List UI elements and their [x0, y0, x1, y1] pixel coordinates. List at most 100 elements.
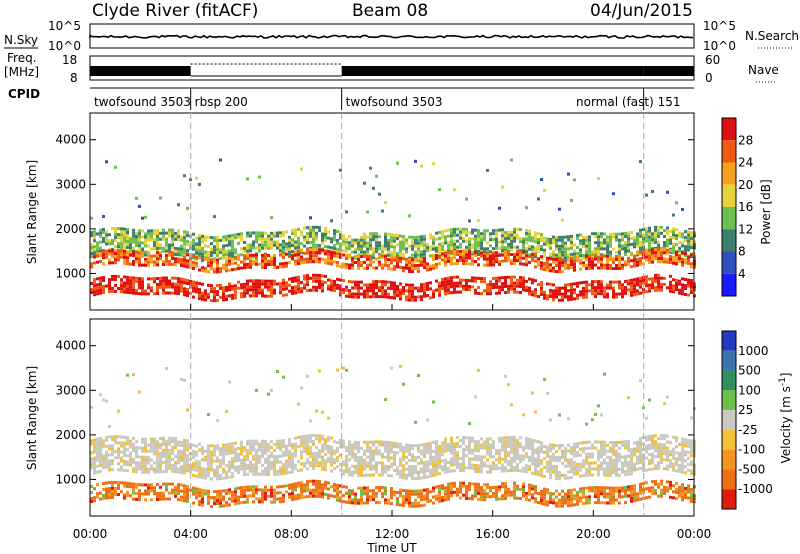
heatmap-cell — [159, 279, 162, 283]
power-heatmap — [90, 158, 696, 303]
heatmap-cell — [474, 237, 477, 241]
heatmap-cell — [99, 442, 102, 446]
heatmap-cell — [468, 262, 471, 266]
heatmap-cell — [126, 373, 129, 377]
heatmap-cell — [429, 287, 432, 291]
heatmap-cell — [648, 261, 651, 264]
heatmap-cell — [657, 231, 660, 235]
heatmap-cell — [270, 260, 273, 264]
heatmap-cell — [93, 450, 96, 454]
heatmap-cell — [420, 452, 423, 456]
heatmap-cell — [495, 251, 498, 255]
heatmap-cell — [351, 455, 354, 459]
heatmap-cell — [213, 239, 216, 243]
heatmap-cell — [183, 242, 186, 246]
heatmap-cell — [219, 267, 222, 271]
heatmap-cell — [363, 492, 366, 496]
heatmap-cell — [690, 253, 693, 257]
heatmap-cell — [312, 240, 315, 244]
heatmap-cell — [201, 294, 204, 298]
heatmap-cell — [183, 290, 186, 294]
heatmap-cell — [108, 425, 111, 428]
heatmap-cell — [675, 288, 678, 291]
heatmap-cell — [324, 444, 327, 448]
heatmap-cell — [111, 480, 114, 484]
heatmap-cell — [513, 284, 516, 288]
heatmap-cell — [606, 241, 609, 245]
heatmap-cell — [132, 373, 135, 377]
heatmap-cell — [276, 439, 279, 443]
heatmap-cell — [192, 286, 195, 290]
heatmap-cell — [345, 294, 348, 298]
heatmap-cell — [270, 279, 273, 283]
heatmap-cell — [216, 236, 219, 240]
heatmap-cell — [645, 239, 648, 243]
heatmap-cell — [624, 288, 627, 292]
heatmap-cell — [288, 244, 291, 248]
heatmap-cell — [480, 241, 483, 245]
heatmap-cell — [204, 473, 207, 477]
heatmap-cell — [210, 459, 213, 463]
heatmap-cell — [474, 464, 477, 467]
heatmap-cell — [267, 488, 270, 492]
heatmap-cell — [330, 262, 333, 266]
heatmap-cell — [144, 257, 147, 261]
heatmap-cell — [474, 240, 477, 244]
heatmap-cell — [615, 292, 618, 296]
heatmap-cell — [588, 260, 591, 264]
heatmap-cell — [540, 236, 543, 239]
heatmap-cell — [228, 294, 231, 298]
heatmap-cell — [345, 249, 348, 253]
heatmap-cell — [144, 449, 147, 453]
heatmap-cell — [474, 288, 477, 292]
heatmap-cell — [480, 254, 483, 258]
heatmap-cell — [432, 461, 435, 465]
heatmap-cell — [501, 442, 504, 446]
heatmap-cell — [132, 231, 135, 235]
heatmap-cell — [324, 483, 327, 487]
heatmap-cell — [366, 464, 369, 468]
heatmap-cell — [192, 254, 195, 258]
heatmap-cell — [120, 290, 123, 294]
heatmap-cell — [174, 464, 177, 468]
heatmap-cell — [612, 232, 615, 236]
heatmap-cell — [339, 468, 342, 472]
heatmap-cell — [393, 267, 396, 271]
heatmap-cell — [330, 219, 333, 223]
heatmap-cell — [336, 264, 339, 268]
heatmap-cell — [201, 458, 204, 462]
heatmap-cell — [528, 247, 531, 251]
heatmap-cell — [486, 446, 489, 450]
heatmap-cell — [333, 449, 336, 453]
heatmap-cell — [174, 485, 177, 489]
heatmap-cell — [384, 446, 387, 450]
heatmap-cell — [471, 228, 474, 232]
heatmap-cell — [114, 252, 117, 256]
heatmap-cell — [531, 293, 534, 297]
heatmap-cell — [150, 437, 153, 441]
heatmap-cell — [687, 284, 690, 288]
heatmap-cell — [207, 283, 210, 287]
heatmap-cell — [225, 253, 228, 257]
heatmap-cell — [201, 234, 204, 238]
heatmap-cell — [369, 495, 372, 499]
heatmap-cell — [393, 450, 396, 454]
heatmap-cell — [612, 280, 615, 284]
heatmap-cell — [171, 445, 174, 449]
heatmap-cell — [126, 454, 129, 458]
heatmap-cell — [438, 454, 441, 458]
heatmap-cell — [162, 228, 165, 232]
heatmap-cell — [417, 286, 420, 290]
heatmap-cell — [447, 491, 450, 495]
heatmap-cell — [390, 233, 393, 237]
heatmap-cell — [192, 452, 195, 456]
heatmap-cell — [660, 231, 663, 235]
heatmap-cell — [147, 458, 150, 462]
heatmap-cell — [183, 251, 186, 255]
heatmap-cell — [228, 262, 231, 266]
heatmap-cell — [507, 487, 510, 491]
heatmap-cell — [246, 454, 249, 458]
heatmap-cell — [378, 295, 381, 299]
heatmap-cell — [126, 287, 129, 291]
heatmap-cell — [219, 286, 222, 290]
